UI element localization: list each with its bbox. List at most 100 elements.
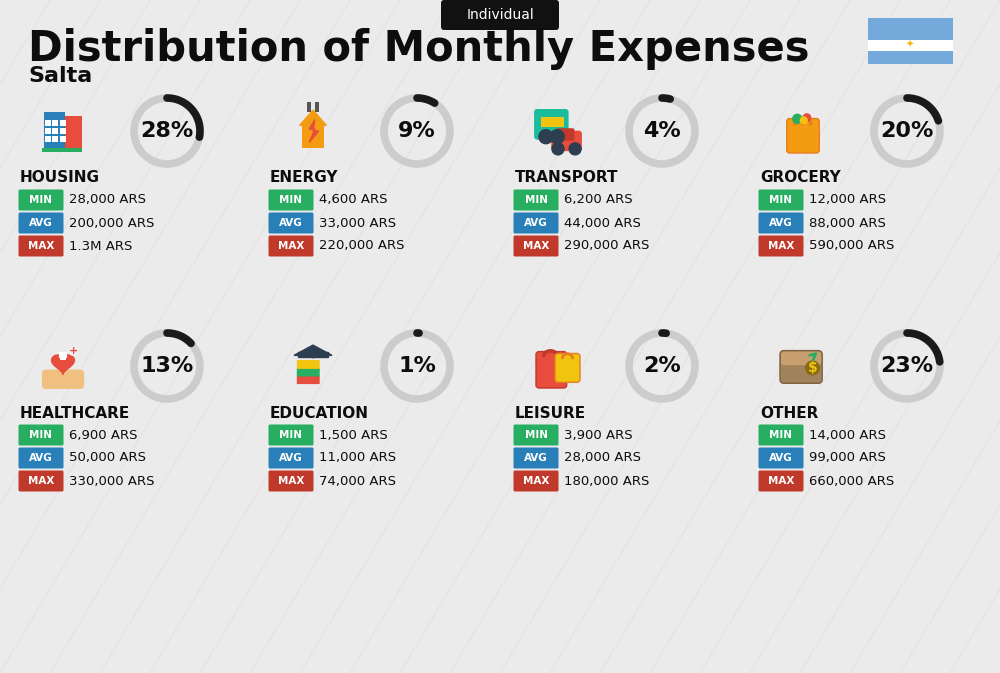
Text: 590,000 ARS: 590,000 ARS — [809, 240, 894, 252]
FancyBboxPatch shape — [514, 448, 558, 468]
FancyBboxPatch shape — [42, 369, 84, 389]
Text: AVG: AVG — [524, 453, 548, 463]
Circle shape — [793, 114, 802, 123]
FancyBboxPatch shape — [60, 128, 66, 134]
FancyBboxPatch shape — [514, 236, 558, 256]
FancyBboxPatch shape — [297, 360, 320, 369]
Text: 23%: 23% — [880, 356, 934, 376]
Circle shape — [806, 361, 819, 375]
FancyBboxPatch shape — [18, 190, 64, 211]
FancyBboxPatch shape — [759, 448, 804, 468]
Text: MAX: MAX — [278, 476, 304, 486]
FancyBboxPatch shape — [868, 42, 952, 64]
FancyBboxPatch shape — [787, 118, 819, 153]
FancyBboxPatch shape — [268, 213, 314, 234]
Text: LEISURE: LEISURE — [515, 406, 586, 421]
Circle shape — [552, 143, 564, 155]
Text: Distribution of Monthly Expenses: Distribution of Monthly Expenses — [28, 28, 810, 70]
FancyBboxPatch shape — [315, 102, 319, 112]
Text: MIN: MIN — [30, 195, 52, 205]
FancyBboxPatch shape — [65, 116, 82, 150]
FancyBboxPatch shape — [268, 470, 314, 491]
FancyBboxPatch shape — [780, 351, 822, 384]
Text: 3,900 ARS: 3,900 ARS — [564, 429, 633, 441]
Text: MAX: MAX — [28, 476, 54, 486]
Text: 6,900 ARS: 6,900 ARS — [69, 429, 138, 441]
Text: AVG: AVG — [524, 218, 548, 228]
Text: 4%: 4% — [643, 121, 681, 141]
Text: 660,000 ARS: 660,000 ARS — [809, 474, 894, 487]
FancyBboxPatch shape — [759, 213, 804, 234]
FancyBboxPatch shape — [45, 135, 51, 141]
Text: 1,500 ARS: 1,500 ARS — [319, 429, 388, 441]
FancyBboxPatch shape — [45, 120, 51, 127]
Text: 14,000 ARS: 14,000 ARS — [809, 429, 886, 441]
Text: 33,000 ARS: 33,000 ARS — [319, 217, 396, 229]
Text: 12,000 ARS: 12,000 ARS — [809, 194, 886, 207]
Text: AVG: AVG — [29, 218, 53, 228]
FancyBboxPatch shape — [514, 425, 558, 446]
Text: MAX: MAX — [28, 241, 54, 251]
Text: HOUSING: HOUSING — [20, 170, 100, 186]
FancyBboxPatch shape — [868, 40, 952, 51]
Text: Salta: Salta — [28, 66, 92, 86]
Text: 50,000 ARS: 50,000 ARS — [69, 452, 146, 464]
FancyBboxPatch shape — [514, 190, 558, 211]
FancyBboxPatch shape — [556, 129, 574, 141]
FancyBboxPatch shape — [52, 128, 58, 134]
Circle shape — [803, 114, 811, 122]
FancyBboxPatch shape — [297, 367, 320, 376]
Text: AVG: AVG — [279, 218, 303, 228]
Text: 220,000 ARS: 220,000 ARS — [319, 240, 404, 252]
FancyBboxPatch shape — [307, 102, 311, 112]
Text: Individual: Individual — [466, 8, 534, 22]
FancyBboxPatch shape — [60, 120, 66, 127]
Text: GROCERY: GROCERY — [760, 170, 841, 186]
Text: 4,600 ARS: 4,600 ARS — [319, 194, 388, 207]
Circle shape — [539, 130, 553, 144]
Text: 74,000 ARS: 74,000 ARS — [319, 474, 396, 487]
Circle shape — [569, 143, 581, 155]
Text: TRANSPORT: TRANSPORT — [515, 170, 618, 186]
FancyBboxPatch shape — [60, 352, 66, 360]
FancyBboxPatch shape — [52, 135, 58, 141]
FancyBboxPatch shape — [59, 351, 67, 357]
FancyBboxPatch shape — [18, 213, 64, 234]
Text: MAX: MAX — [768, 476, 794, 486]
Text: AVG: AVG — [279, 453, 303, 463]
FancyBboxPatch shape — [514, 213, 558, 234]
Circle shape — [311, 353, 315, 357]
Text: EDUCATION: EDUCATION — [270, 406, 369, 421]
FancyBboxPatch shape — [555, 353, 580, 382]
Circle shape — [69, 346, 78, 355]
Text: AVG: AVG — [29, 453, 53, 463]
FancyBboxPatch shape — [18, 425, 64, 446]
Text: MAX: MAX — [768, 241, 794, 251]
FancyBboxPatch shape — [759, 425, 804, 446]
FancyBboxPatch shape — [550, 117, 564, 127]
Text: 6,200 ARS: 6,200 ARS — [564, 194, 633, 207]
Text: MIN: MIN — [524, 430, 548, 440]
Polygon shape — [294, 345, 332, 355]
Text: +: + — [69, 346, 78, 356]
Text: 290,000 ARS: 290,000 ARS — [564, 240, 649, 252]
Polygon shape — [298, 351, 328, 357]
Text: AVG: AVG — [769, 453, 793, 463]
Text: 99,000 ARS: 99,000 ARS — [809, 452, 886, 464]
Text: MIN: MIN — [524, 195, 548, 205]
Text: 180,000 ARS: 180,000 ARS — [564, 474, 649, 487]
Text: AVG: AVG — [769, 218, 793, 228]
FancyBboxPatch shape — [44, 112, 65, 150]
Text: MAX: MAX — [523, 241, 549, 251]
Text: 28,000 ARS: 28,000 ARS — [564, 452, 641, 464]
FancyBboxPatch shape — [18, 448, 64, 468]
FancyBboxPatch shape — [268, 448, 314, 468]
FancyBboxPatch shape — [541, 117, 555, 127]
Polygon shape — [300, 110, 326, 125]
FancyBboxPatch shape — [52, 120, 58, 127]
FancyBboxPatch shape — [759, 470, 804, 491]
FancyBboxPatch shape — [868, 18, 952, 40]
FancyBboxPatch shape — [536, 351, 567, 388]
Text: MIN: MIN — [280, 430, 302, 440]
FancyBboxPatch shape — [302, 123, 324, 148]
